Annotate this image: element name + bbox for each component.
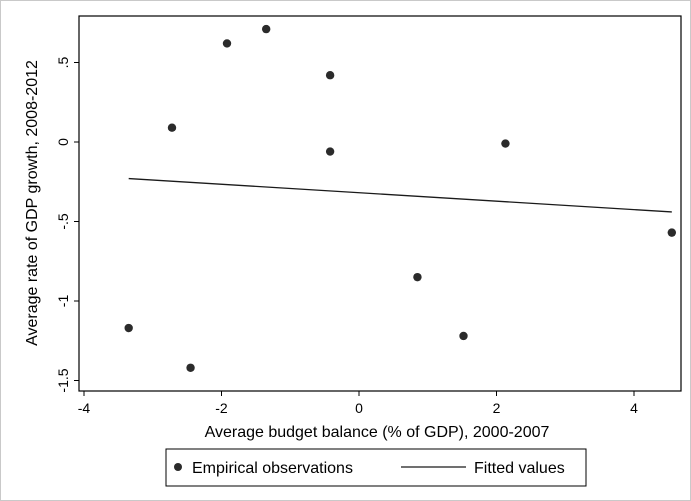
fitted-line-layer [128,177,672,213]
y-tick-label: 0 [55,138,71,146]
data-point [124,323,133,333]
data-point [325,71,335,80]
legend-box [165,448,587,487]
x-axis-title: Average budget balance (% of GDP), 2000-… [205,424,550,441]
x-tick-label: -4 [78,400,91,416]
data-point [501,139,510,148]
data-point [667,228,677,237]
points-layer [124,24,677,372]
legend: Empirical observations Fitted values [165,448,587,487]
legend-label-fitted-values: Fitted values [474,460,565,477]
x-tick-label: 0 [355,400,363,416]
y-axis-title: Average rate of GDP growth, 2008-2012 [24,60,41,346]
fitted-line [128,177,672,213]
data-point [186,363,195,372]
y-tick-label: -1.5 [55,368,71,392]
data-point [261,24,271,34]
y-tick-label: -1 [55,295,71,308]
x-axis: -4 -2 0 2 4 [78,391,638,416]
legend-marker-empirical-observations [174,463,182,471]
x-tick-label: -2 [215,400,228,416]
y-tick-label: .5 [55,56,71,68]
data-point [167,123,177,132]
plot-area [78,15,682,392]
y-tick-label: -.5 [55,213,71,230]
x-tick-label: 2 [493,400,501,416]
x-tick-label: 4 [630,400,638,416]
data-point [325,147,335,156]
legend-label-empirical-observations: Empirical observations [192,460,353,477]
y-axis: -1.5 -1 -.5 0 .5 [55,56,79,393]
data-point [459,331,468,341]
data-point [222,39,232,48]
data-point [413,272,422,282]
